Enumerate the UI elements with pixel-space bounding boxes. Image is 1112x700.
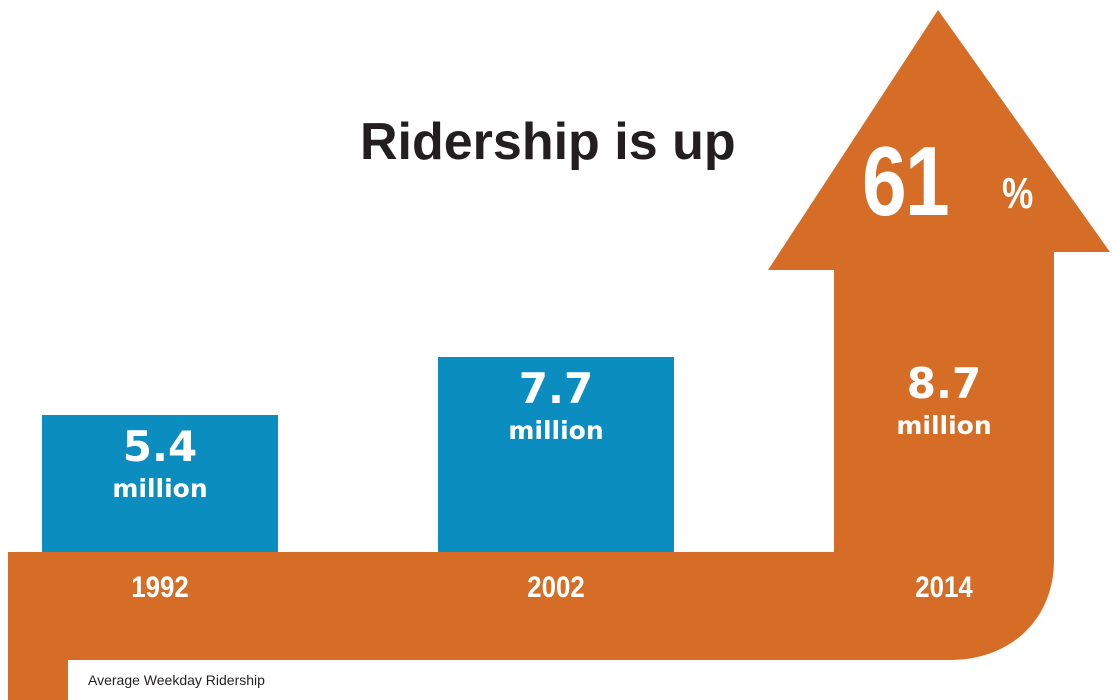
bar-unit-2014: million (896, 411, 992, 440)
bar-value-2002: 7.7 (518, 364, 594, 413)
growth-arrow (8, 10, 1110, 700)
bars (42, 357, 674, 552)
bar-2002 (438, 357, 674, 552)
bar-value-2014: 8.7 (906, 359, 982, 408)
year-label-2014: 2014 (915, 571, 973, 604)
bar-unit-1992: million (112, 474, 208, 503)
chart-caption: Average Weekday Ridership (88, 672, 265, 688)
percent-sign: % (1002, 169, 1034, 218)
bar-1992 (42, 415, 278, 552)
bar-unit-2002: million (508, 416, 604, 445)
year-label-1992: 1992 (131, 571, 189, 604)
headline: Ridership is up (360, 113, 736, 171)
percent-number: 61 (862, 126, 950, 236)
year-label-2002: 2002 (527, 571, 585, 604)
bar-value-1992: 5.4 (122, 422, 198, 471)
